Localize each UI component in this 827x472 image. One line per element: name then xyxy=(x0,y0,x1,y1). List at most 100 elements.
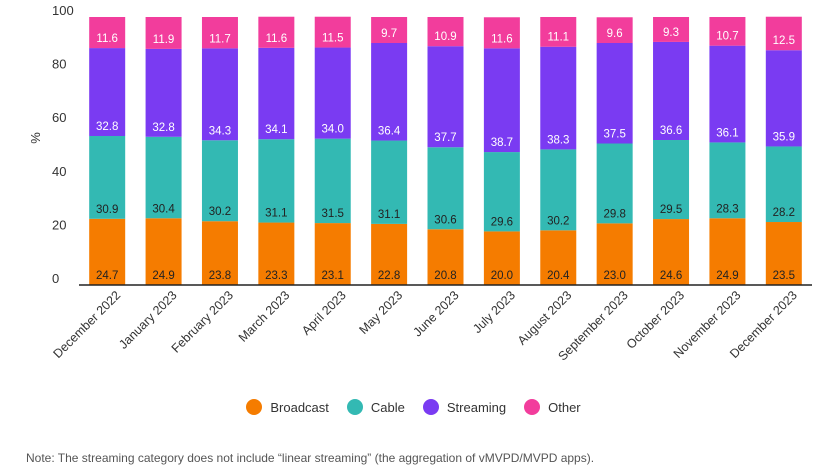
bar-segment-broadcast xyxy=(765,222,802,285)
data-label: 11.6 xyxy=(491,33,513,45)
data-label: 32.8 xyxy=(152,122,174,134)
bar-segment-streaming xyxy=(483,48,520,153)
x-tick-label: March 2023 xyxy=(236,288,293,345)
bar-segment-streaming xyxy=(371,42,408,141)
bar-segment-broadcast xyxy=(371,223,408,285)
bar-segment-other xyxy=(427,17,464,47)
y-tick-label: 100 xyxy=(52,3,74,18)
legend-swatch xyxy=(246,399,263,415)
bar-segment-other xyxy=(483,17,520,49)
data-label: 38.7 xyxy=(491,137,513,149)
bar-segment-other xyxy=(89,17,126,49)
bar-segment-streaming xyxy=(709,45,746,143)
bar-segment-broadcast xyxy=(596,223,633,285)
data-label: 37.7 xyxy=(434,132,456,144)
bar-segment-broadcast xyxy=(314,223,351,285)
data-label: 35.9 xyxy=(773,131,795,143)
bar-segment-other xyxy=(258,16,295,48)
bars: 24.7 30.9 32.8 11.6 24.9 30.4 32.8 11.9 23.8 30.2… xyxy=(89,16,802,285)
bar-segment-cable xyxy=(89,135,126,219)
bar-segment-streaming xyxy=(201,48,238,141)
legend-swatch xyxy=(422,399,439,415)
data-label: 30.2 xyxy=(209,206,231,218)
bar-segment-other xyxy=(596,17,633,43)
data-label: 34.3 xyxy=(209,125,231,137)
x-tick-label: May 2023 xyxy=(357,288,406,337)
x-tick-label: August 2023 xyxy=(515,288,575,348)
footnote: Note: The streaming category does not in… xyxy=(26,451,595,465)
data-label: 28.3 xyxy=(716,203,738,215)
legend: Broadcast Cable Streaming Other xyxy=(0,399,827,415)
x-tick-label: January 2023 xyxy=(116,288,179,351)
data-label: 10.7 xyxy=(716,31,738,43)
bar-segment-cable xyxy=(145,136,182,219)
data-label: 11.1 xyxy=(548,32,570,44)
y-tick-label: 60 xyxy=(52,110,66,125)
bar-segment-other xyxy=(540,17,577,47)
x-tick-label: October 2023 xyxy=(624,288,687,351)
legend-item-streaming: Streaming xyxy=(422,399,507,415)
data-label: 31.1 xyxy=(265,208,287,220)
bar-segment-other xyxy=(145,17,182,49)
data-label: 12.5 xyxy=(773,35,795,47)
data-label: 36.4 xyxy=(378,126,401,138)
data-label: 9.7 xyxy=(381,28,397,40)
bar-segment-broadcast xyxy=(483,231,520,285)
bar-segment-streaming xyxy=(258,47,295,140)
legend-label: Broadcast xyxy=(270,399,329,415)
data-label: 24.9 xyxy=(152,270,174,282)
legend-item-other: Other xyxy=(524,399,581,415)
data-label: 30.6 xyxy=(434,214,456,226)
bar-segment-cable xyxy=(540,149,577,231)
bar-segment-other xyxy=(765,16,802,51)
x-tick-label: April 2023 xyxy=(299,288,349,338)
y-tick-label: 0 xyxy=(52,271,59,286)
bar-segment-other xyxy=(653,17,690,42)
bar-segment-other xyxy=(709,17,746,46)
legend-swatch xyxy=(346,399,363,415)
data-label: 36.1 xyxy=(716,127,738,139)
data-label: 22.8 xyxy=(378,270,400,282)
bar-segment-broadcast xyxy=(709,218,746,285)
data-label: 20.4 xyxy=(547,270,570,282)
data-label: 11.5 xyxy=(322,33,344,45)
data-label: 10.9 xyxy=(434,31,456,43)
x-tick-label: December 2022 xyxy=(51,288,124,361)
data-label: 32.8 xyxy=(96,121,118,133)
x-tick-label: July 2023 xyxy=(470,288,518,336)
bar-segment-streaming xyxy=(765,50,802,147)
data-label: 37.5 xyxy=(603,128,625,140)
data-label: 11.9 xyxy=(153,34,175,46)
bar-segment-broadcast xyxy=(427,229,464,285)
legend-swatch xyxy=(524,399,541,415)
y-axis-title: % xyxy=(28,132,43,144)
bar-segment-cable xyxy=(371,140,408,224)
y-axis: 0 20 40 60 80 100% xyxy=(28,3,74,286)
data-label: 28.2 xyxy=(773,207,795,219)
bar-segment-other xyxy=(371,17,408,43)
bar-segment-streaming xyxy=(145,48,182,137)
data-label: 34.0 xyxy=(322,124,344,136)
bar-segment-cable xyxy=(427,147,464,230)
y-tick-label: 40 xyxy=(52,164,66,179)
data-label: 23.3 xyxy=(265,270,287,282)
legend-item-broadcast: Broadcast xyxy=(246,399,329,415)
bar-segment-cable xyxy=(765,146,802,223)
data-label: 11.6 xyxy=(96,33,118,45)
bar-segment-cable xyxy=(483,152,520,232)
data-label: 38.3 xyxy=(547,134,569,146)
data-label: 20.8 xyxy=(434,270,456,282)
data-label: 36.6 xyxy=(660,125,682,137)
bar-segment-streaming xyxy=(653,41,690,141)
y-tick-label: 80 xyxy=(52,57,66,72)
legend-label: Streaming xyxy=(446,399,507,415)
data-label: 24.6 xyxy=(660,270,682,282)
legend-item-cable: Cable xyxy=(346,399,405,415)
data-label: 9.6 xyxy=(607,28,623,40)
data-label: 20.0 xyxy=(491,270,513,282)
data-label: 23.8 xyxy=(209,270,231,282)
data-label: 29.6 xyxy=(491,216,513,228)
data-label: 23.0 xyxy=(603,270,625,282)
data-label: 9.3 xyxy=(663,27,679,39)
